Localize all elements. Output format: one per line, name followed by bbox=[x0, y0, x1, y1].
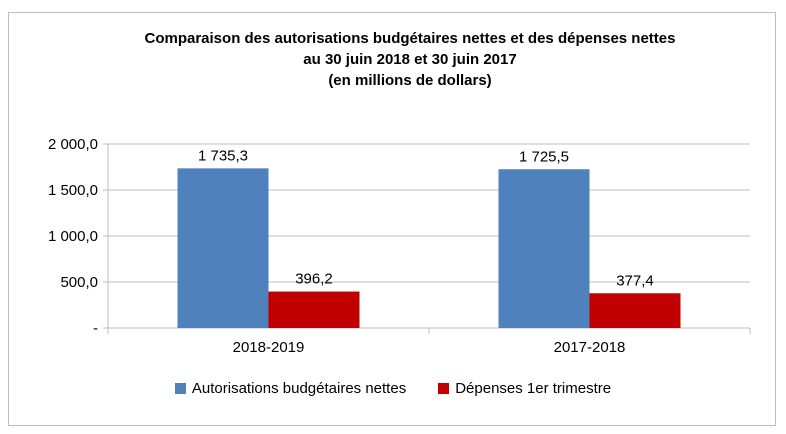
data-label-autorisations-2017-2018: 1 725,5 bbox=[519, 148, 569, 165]
chart-title-line-1: Comparaison des autorisations budgétaire… bbox=[144, 30, 676, 47]
bar-depenses-2017-2018 bbox=[589, 293, 681, 328]
bar-autorisations-2018-2019 bbox=[177, 168, 269, 328]
y-tick-label-2: 1 000,0 bbox=[48, 228, 98, 245]
chart-title: Comparaison des autorisations budgétaire… bbox=[100, 28, 720, 91]
legend-label-autorisations: Autorisations budgétaires nettes bbox=[191, 380, 407, 397]
x-category-label-2018-2019: 2018-2019 bbox=[233, 339, 305, 356]
y-tick-label-4: 2 000,0 bbox=[48, 136, 98, 153]
bar-depenses-2018-2019 bbox=[268, 291, 360, 328]
legend-item-depenses: Dépenses 1er trimestre bbox=[438, 380, 611, 397]
y-tick-label-3: 1 500,0 bbox=[48, 182, 98, 199]
y-tick-label-0: - bbox=[93, 320, 98, 337]
data-label-autorisations-2018-2019: 1 735,3 bbox=[198, 147, 248, 164]
y-tick-label-1: 500,0 bbox=[60, 274, 98, 291]
legend: Autorisations budgétaires nettes Dépense… bbox=[0, 380, 786, 397]
legend-swatch-autorisations bbox=[174, 383, 186, 394]
chart-title-line-3: (en millions de dollars) bbox=[328, 72, 492, 89]
chart-title-line-2: au 30 juin 2018 et 30 juin 2017 bbox=[303, 51, 517, 68]
data-label-depenses-2017-2018: 377,4 bbox=[616, 272, 654, 289]
chart-frame bbox=[8, 12, 776, 426]
legend-item-autorisations: Autorisations budgétaires nettes bbox=[174, 380, 407, 397]
legend-label-depenses: Dépenses 1er trimestre bbox=[455, 380, 612, 397]
bar-autorisations-2017-2018 bbox=[498, 169, 590, 328]
legend-swatch-depenses bbox=[438, 383, 450, 394]
x-category-label-2017-2018: 2017-2018 bbox=[554, 339, 626, 356]
data-label-depenses-2018-2019: 396,2 bbox=[295, 271, 333, 288]
